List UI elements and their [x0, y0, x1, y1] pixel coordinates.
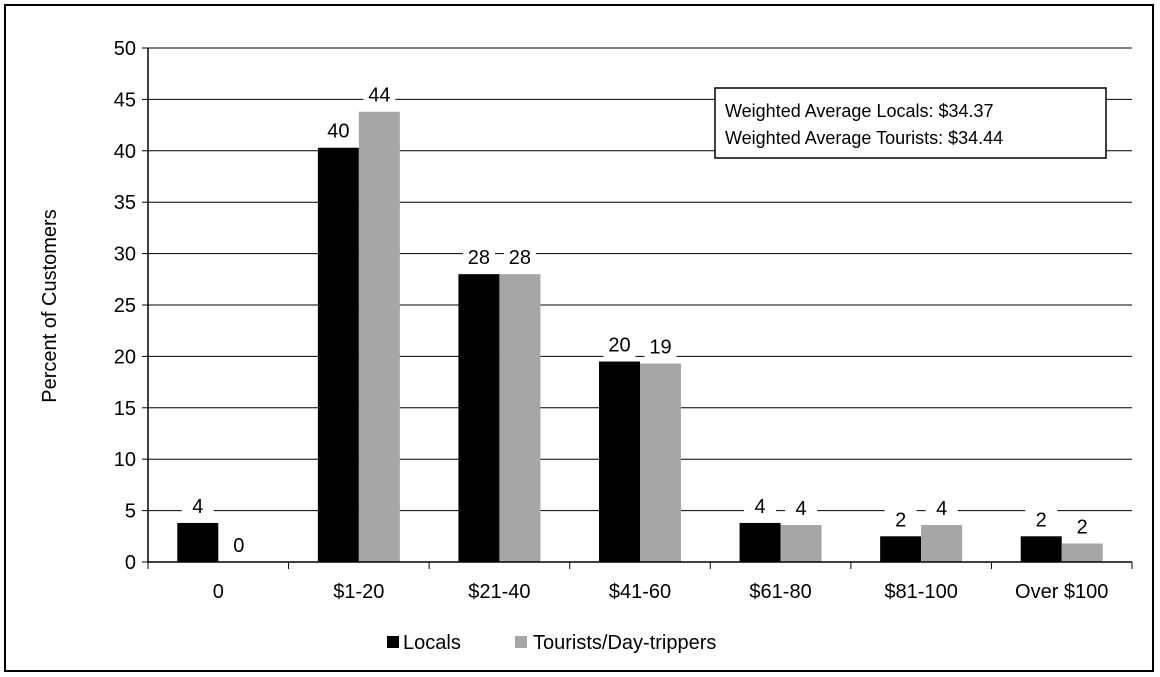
bar-locals	[599, 361, 640, 562]
data-label: 28	[468, 247, 490, 269]
x-tick-label: Over $100	[1015, 581, 1108, 603]
data-label-bg	[603, 331, 636, 358]
annotation-line-locals: Weighted Average Locals: $34.37	[725, 101, 994, 121]
data-label-bg	[884, 506, 917, 533]
legend-swatch-tourists	[515, 636, 527, 648]
legend-label-locals: Locals	[403, 632, 461, 654]
y-tick-label: 40	[114, 141, 136, 163]
data-label-bg	[181, 492, 214, 519]
bar-tourists	[1061, 543, 1103, 562]
data-label: 20	[608, 335, 630, 357]
bar-tourists	[640, 363, 681, 562]
bar-tourists	[499, 274, 541, 562]
x-tick-label: $1-20	[333, 581, 384, 603]
data-label: 2	[1036, 509, 1047, 531]
y-tick-label: 30	[114, 244, 136, 266]
data-label-bg	[363, 81, 396, 108]
data-label-bg	[503, 244, 536, 271]
y-tick-label: 25	[114, 295, 136, 317]
data-label: 4	[936, 498, 947, 520]
data-label: 4	[796, 498, 807, 520]
data-label: 40	[327, 121, 349, 143]
chart-frame: 0 5 10 15 20 25 30 35 40 45 50 0 $1-20 $21-40 $41-60 $6…	[4, 4, 1154, 672]
annotation-box: Weighted Average Locals: $34.37 Weighted…	[714, 87, 1107, 159]
x-tick-label: $41-60	[609, 581, 671, 603]
data-label: 0	[233, 535, 244, 557]
y-tick-label: 35	[114, 192, 136, 214]
y-tick-label: 0	[125, 552, 136, 574]
bar-tourists	[780, 524, 822, 562]
data-label-bg	[462, 244, 495, 271]
data-label: 2	[895, 509, 906, 531]
data-label-bg	[644, 333, 677, 360]
data-label-bg	[1066, 513, 1099, 540]
data-label: 28	[509, 247, 531, 269]
bar-locals	[458, 274, 500, 562]
data-label-bg	[322, 117, 355, 144]
data-label: 44	[368, 85, 390, 107]
bar-locals	[880, 536, 922, 562]
y-tick-label: 20	[114, 346, 136, 368]
x-tick-label: $81-100	[884, 581, 957, 603]
x-tick-label: 0	[213, 581, 224, 603]
data-label-bg	[785, 494, 818, 521]
x-tick-label: $21-40	[468, 581, 530, 603]
y-tick-label: 15	[114, 398, 136, 420]
y-tick-label: 45	[114, 89, 136, 111]
bar-locals	[1020, 536, 1062, 562]
bar-locals	[739, 522, 781, 562]
bar-locals	[177, 522, 219, 562]
legend-swatch-locals	[387, 636, 399, 648]
x-tick-label: $61-80	[749, 581, 811, 603]
data-label-bg	[744, 492, 777, 519]
legend: Locals Tourists/Day-trippers	[387, 632, 716, 654]
data-label: 19	[649, 337, 671, 359]
bar-locals	[317, 147, 359, 562]
data-label: 2	[1077, 516, 1088, 538]
y-tick-label: 5	[125, 501, 136, 523]
y-tick-label: 50	[114, 38, 136, 60]
data-label: 4	[755, 496, 766, 518]
data-label-bg	[925, 494, 958, 521]
y-axis-label: Percent of Customers	[39, 209, 61, 402]
data-label-bg	[222, 532, 255, 558]
legend-label-tourists: Tourists/Day-trippers	[533, 632, 716, 654]
gridlines	[148, 47, 1132, 512]
bars	[177, 111, 1103, 563]
y-tick-label: 10	[114, 449, 136, 471]
bar-tourists	[358, 111, 400, 563]
annotation-line-tourists: Weighted Average Tourists: $34.44	[725, 128, 1003, 148]
bar-tourists	[921, 524, 963, 562]
data-label-bg	[1025, 506, 1058, 533]
data-label: 4	[192, 496, 203, 518]
